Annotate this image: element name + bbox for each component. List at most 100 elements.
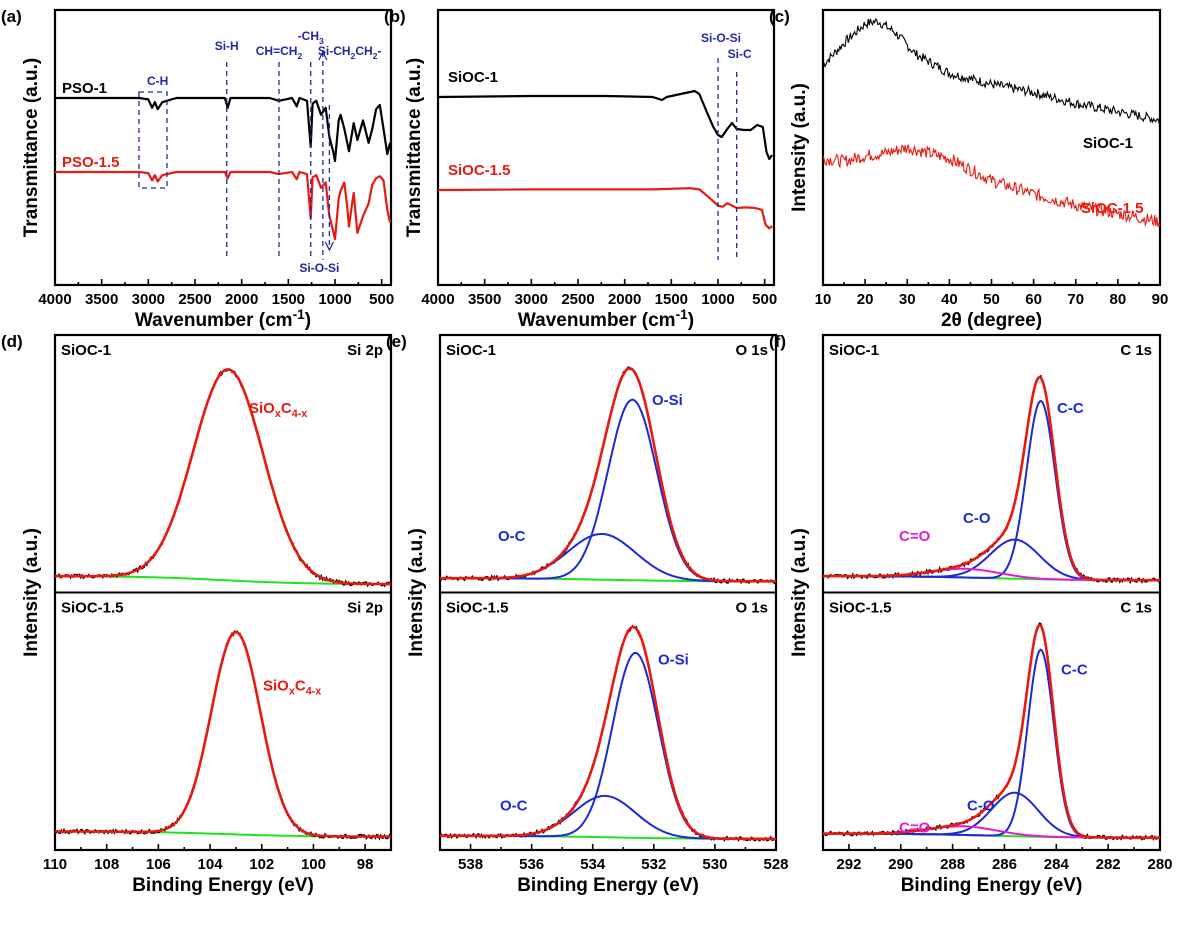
raw-data-line [439, 365, 777, 585]
region-label: Si 2p [347, 342, 383, 359]
region-label: O 1s [735, 342, 768, 359]
plot-frame [53, 8, 393, 287]
x-axis-label: Wavenumber (cm-1) [135, 307, 311, 331]
x-tick-label: 532 [641, 856, 666, 873]
x-axis-label: Binding Energy (eV) [901, 875, 1083, 896]
x-axis-label: Wavenumber (cm-1) [518, 307, 694, 331]
x-tick-label: 4000 [421, 291, 454, 308]
x-tick-label: 100 [301, 856, 326, 873]
y-axis-label: Transmittance (a.u.) [404, 58, 425, 238]
x-tick-label: 2000 [608, 291, 641, 308]
x-tick-label: 50 [983, 291, 1000, 308]
x-axis-label: 2θ (degree) [941, 310, 1042, 331]
raw-data-line [439, 624, 777, 843]
peak-label: O-Si [658, 652, 689, 669]
fit-envelope [55, 368, 391, 586]
panel-label: (e) [386, 332, 407, 351]
sample-label: SiOC-1 [61, 342, 111, 359]
annotation-label: Si-CH2CH2- [318, 44, 382, 61]
arrow-head [318, 50, 328, 61]
x-tick-label: 30 [899, 291, 916, 308]
raw-data-line [54, 368, 392, 588]
panel-label: (b) [384, 7, 406, 26]
x-tick-label: 108 [94, 856, 119, 873]
annotation-label: Si-C [728, 47, 752, 61]
x-tick-label: 106 [146, 856, 171, 873]
x-tick-label: 280 [1147, 856, 1172, 873]
panel-b: 4000 3500 3000 2500 2000 1500 1000 500 Wavenumbe… [384, 7, 777, 331]
region-label: C 1s [1120, 342, 1152, 359]
component-peak [440, 794, 776, 840]
series-line [437, 89, 774, 161]
x-tick-label: 530 [702, 856, 727, 873]
panel-label: (f) [769, 332, 786, 351]
x-tick-label: 70 [1067, 291, 1084, 308]
series-label: SiOC-1.5 [448, 162, 511, 179]
x-tick-label: 10 [815, 291, 832, 308]
series-line [822, 144, 1161, 228]
x-tick-label: 3500 [468, 291, 501, 308]
panel-e: 538 536 534 532 530 528 Binding Energy (eV) Int… [386, 332, 789, 896]
x-tick-label: 286 [992, 856, 1017, 873]
annotation-label: C-H [147, 74, 168, 88]
y-axis-label: Intensity (a.u.) [789, 528, 810, 657]
y-axis-label: Intensity (a.u.) [789, 83, 810, 212]
fit-envelope [823, 375, 1160, 582]
y-axis-label: Intensity (a.u.) [406, 528, 427, 657]
region-label: O 1s [735, 600, 768, 617]
x-tick-label: 110 [43, 856, 67, 873]
peak-label: C=O [899, 528, 931, 545]
series-line [822, 18, 1161, 125]
peak-label: C-O [963, 510, 991, 527]
x-tick-label: 4000 [38, 291, 71, 308]
plot-frame [436, 8, 776, 287]
x-tick-label: 288 [940, 856, 965, 873]
peak-label: C-C [1061, 662, 1088, 679]
sample-label: SiOC-1 [829, 342, 879, 359]
x-tick-label: 1000 [318, 291, 351, 308]
component-peak [440, 533, 776, 583]
fit-envelope [823, 623, 1160, 840]
series-line [55, 96, 392, 163]
sample-label: SiOC-1 [446, 342, 496, 359]
y-axis-label: Transmittance (a.u.) [21, 58, 42, 238]
raw-data-line [822, 374, 1161, 585]
x-tick-label: 292 [836, 856, 861, 873]
annotation-label: CH=CH2 [256, 44, 303, 61]
peak-label: C=O [899, 820, 931, 837]
peak-label: C-C [1057, 400, 1084, 417]
panel-c: 10 20 30 40 50 60 70 80 90 2θ (degree) Intensity (… [769, 7, 1168, 331]
series-label: SiOC-1.5 [1081, 200, 1144, 217]
annotation-label: Si-O-Si [299, 261, 339, 275]
x-tick-label: 500 [369, 291, 394, 308]
x-tick-label: 60 [1025, 291, 1042, 308]
panel-a: 4000 3500 3000 2500 2000 1500 1000 500 Wavenumbe… [1, 7, 394, 331]
x-tick-label: 102 [249, 856, 274, 873]
x-tick-label: 2500 [178, 291, 211, 308]
peak-label: C-O [967, 798, 995, 815]
x-tick-label: 500 [752, 291, 777, 308]
x-tick-label: 3000 [132, 291, 165, 308]
component-peak [440, 651, 776, 840]
series-label: PSO-1 [62, 80, 107, 97]
x-tick-label: 536 [519, 856, 544, 873]
fit-envelope [440, 625, 776, 841]
x-tick-label: 2000 [225, 291, 258, 308]
x-tick-label: 290 [888, 856, 913, 873]
panel-label: (c) [769, 7, 790, 26]
series-line [437, 187, 773, 230]
x-tick-label: 1500 [272, 291, 305, 308]
panel-label: (a) [1, 7, 22, 26]
annotation-label: Si-O-Si [701, 31, 741, 45]
x-tick-label: 104 [198, 856, 224, 873]
x-tick-label: 20 [857, 291, 874, 308]
x-tick-label: 3000 [515, 291, 548, 308]
peak-label: O-Si [652, 392, 683, 409]
x-tick-label: 528 [763, 856, 788, 873]
x-tick-label: 2500 [561, 291, 594, 308]
sample-label: SiOC-1.5 [829, 600, 892, 617]
x-tick-label: 90 [1152, 291, 1169, 308]
x-tick-label: 40 [941, 291, 958, 308]
fit-envelope [55, 630, 391, 838]
annotation-label: Si-H [215, 39, 239, 53]
